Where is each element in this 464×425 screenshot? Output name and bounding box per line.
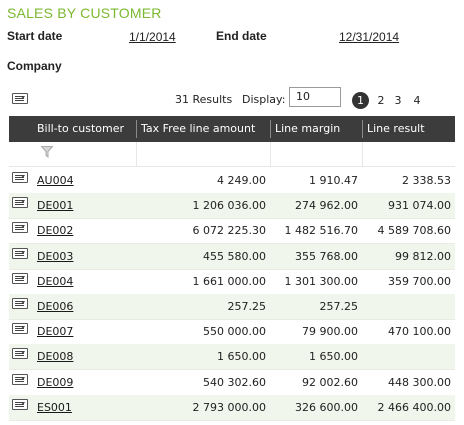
margin-cell: 79 900.00 bbox=[302, 325, 358, 339]
margin-cell: 326 600.00 bbox=[295, 400, 358, 414]
amount-cell: 2 793 000.00 bbox=[192, 400, 266, 414]
amount-cell: 1 650.00 bbox=[217, 350, 266, 364]
margin-cell: 257.25 bbox=[319, 300, 359, 313]
end-date-label: End date bbox=[216, 29, 267, 43]
column-header-margin[interactable]: Line margin bbox=[275, 122, 341, 135]
margin-cell: 1 910.47 bbox=[309, 174, 358, 187]
table-row[interactable]: AU004 4 249.00 1 910.47 2 338.53 bbox=[9, 168, 455, 194]
column-divider bbox=[270, 120, 271, 138]
column-header-result[interactable]: Line result bbox=[367, 122, 425, 135]
result-cell bbox=[362, 344, 451, 369]
customer-link[interactable]: DE004 bbox=[37, 274, 74, 288]
result-cell: 2 338.53 bbox=[402, 174, 451, 187]
page-2-button[interactable]: 2 bbox=[377, 94, 385, 107]
result-cell: 4 589 708.60 bbox=[377, 224, 451, 238]
table-row[interactable]: DE001 1 206 036.00 274 962.00 931 074.00 bbox=[9, 193, 455, 220]
table-row[interactable]: ES001 2 793 000.00 326 600.00 2 466 400.00 bbox=[9, 394, 455, 421]
row-menu-icon[interactable] bbox=[12, 373, 28, 385]
amount-cell: 257.25 bbox=[227, 300, 267, 313]
customer-link[interactable]: ES001 bbox=[37, 400, 72, 414]
table-row[interactable]: DE002 6 072 225.30 1 482 516.70 4 589 708.6… bbox=[9, 218, 455, 245]
filter-row bbox=[9, 142, 455, 167]
display-label: Display: bbox=[242, 93, 286, 106]
customer-link[interactable]: DE009 bbox=[37, 375, 74, 389]
filter-icon[interactable] bbox=[41, 146, 53, 158]
start-date-label: Start date bbox=[7, 29, 63, 43]
column-divider bbox=[136, 142, 137, 166]
table-row[interactable]: DE009 540 302.60 92 002.60 448 300.00 bbox=[9, 370, 455, 396]
result-cell: 359 700.00 bbox=[388, 274, 451, 288]
column-divider bbox=[362, 142, 363, 166]
row-menu-icon[interactable] bbox=[12, 348, 28, 360]
results-count: 31 Results bbox=[175, 93, 233, 106]
display-count-input[interactable]: 10 bbox=[289, 87, 341, 107]
row-menu-icon[interactable] bbox=[12, 323, 28, 335]
margin-cell: 92 002.60 bbox=[302, 375, 358, 389]
result-cell: 448 300.00 bbox=[388, 375, 451, 389]
row-menu-icon[interactable] bbox=[12, 172, 28, 183]
page-4-button[interactable]: 4 bbox=[413, 94, 421, 107]
amount-cell: 540 302.60 bbox=[203, 375, 266, 389]
customer-link[interactable]: AU004 bbox=[37, 174, 74, 187]
table-row[interactable]: DE003 455 580.00 355 768.00 99 812.00 bbox=[9, 243, 455, 270]
column-divider bbox=[270, 142, 271, 166]
customer-link[interactable]: DE008 bbox=[37, 350, 74, 364]
amount-cell: 455 580.00 bbox=[203, 249, 266, 263]
margin-cell: 274 962.00 bbox=[295, 199, 358, 213]
page-3-button[interactable]: 3 bbox=[394, 94, 402, 107]
row-menu-icon[interactable] bbox=[12, 398, 28, 410]
result-cell bbox=[362, 294, 451, 319]
table-row[interactable]: DE008 1 650.00 1 650.00 bbox=[9, 344, 455, 371]
start-date-value[interactable]: 1/1/2014 bbox=[129, 30, 176, 44]
table-row[interactable]: DE004 1 661 000.00 1 301 300.00 359 700.00 bbox=[9, 269, 455, 295]
table-row[interactable]: DE007 550 000.00 79 900.00 470 100.00 bbox=[9, 319, 455, 346]
row-menu-icon[interactable] bbox=[12, 298, 28, 309]
customer-link[interactable]: DE003 bbox=[37, 249, 74, 263]
customer-link[interactable]: DE006 bbox=[37, 300, 74, 313]
company-label: Company bbox=[7, 59, 62, 73]
amount-cell: 1 206 036.00 bbox=[192, 199, 266, 213]
margin-cell: 1 482 516.70 bbox=[284, 224, 358, 238]
customer-link[interactable]: DE002 bbox=[37, 224, 74, 238]
page-title: SALES BY CUSTOMER bbox=[7, 5, 162, 21]
margin-cell: 355 768.00 bbox=[295, 249, 358, 263]
amount-cell: 6 072 225.30 bbox=[192, 224, 266, 238]
grid-menu-icon[interactable] bbox=[12, 93, 28, 104]
customer-link[interactable]: DE007 bbox=[37, 325, 74, 339]
margin-cell: 1 650.00 bbox=[309, 350, 358, 364]
column-divider bbox=[362, 120, 363, 138]
row-menu-icon[interactable] bbox=[12, 272, 28, 284]
amount-cell: 4 249.00 bbox=[217, 174, 266, 187]
result-cell: 470 100.00 bbox=[388, 325, 451, 339]
row-menu-icon[interactable] bbox=[12, 222, 28, 234]
customer-link[interactable]: DE001 bbox=[37, 199, 74, 213]
table-row[interactable]: DE006 257.25 257.25 bbox=[9, 294, 455, 320]
result-cell: 931 074.00 bbox=[388, 199, 451, 213]
amount-cell: 1 661 000.00 bbox=[192, 274, 266, 288]
page-1-button[interactable]: 1 bbox=[352, 92, 369, 109]
amount-cell: 550 000.00 bbox=[203, 325, 266, 339]
column-header-amount[interactable]: Tax Free line amount bbox=[141, 122, 256, 135]
grid-header: Bill-to customer Tax Free line amount Li… bbox=[9, 116, 455, 142]
result-cell: 2 466 400.00 bbox=[377, 400, 451, 414]
column-divider bbox=[136, 120, 137, 138]
result-cell: 99 812.00 bbox=[395, 249, 451, 263]
row-menu-icon[interactable] bbox=[12, 197, 28, 209]
margin-cell: 1 301 300.00 bbox=[284, 274, 358, 288]
end-date-value[interactable]: 12/31/2014 bbox=[339, 30, 400, 44]
row-menu-icon[interactable] bbox=[12, 247, 28, 259]
column-header-customer[interactable]: Bill-to customer bbox=[37, 122, 125, 135]
